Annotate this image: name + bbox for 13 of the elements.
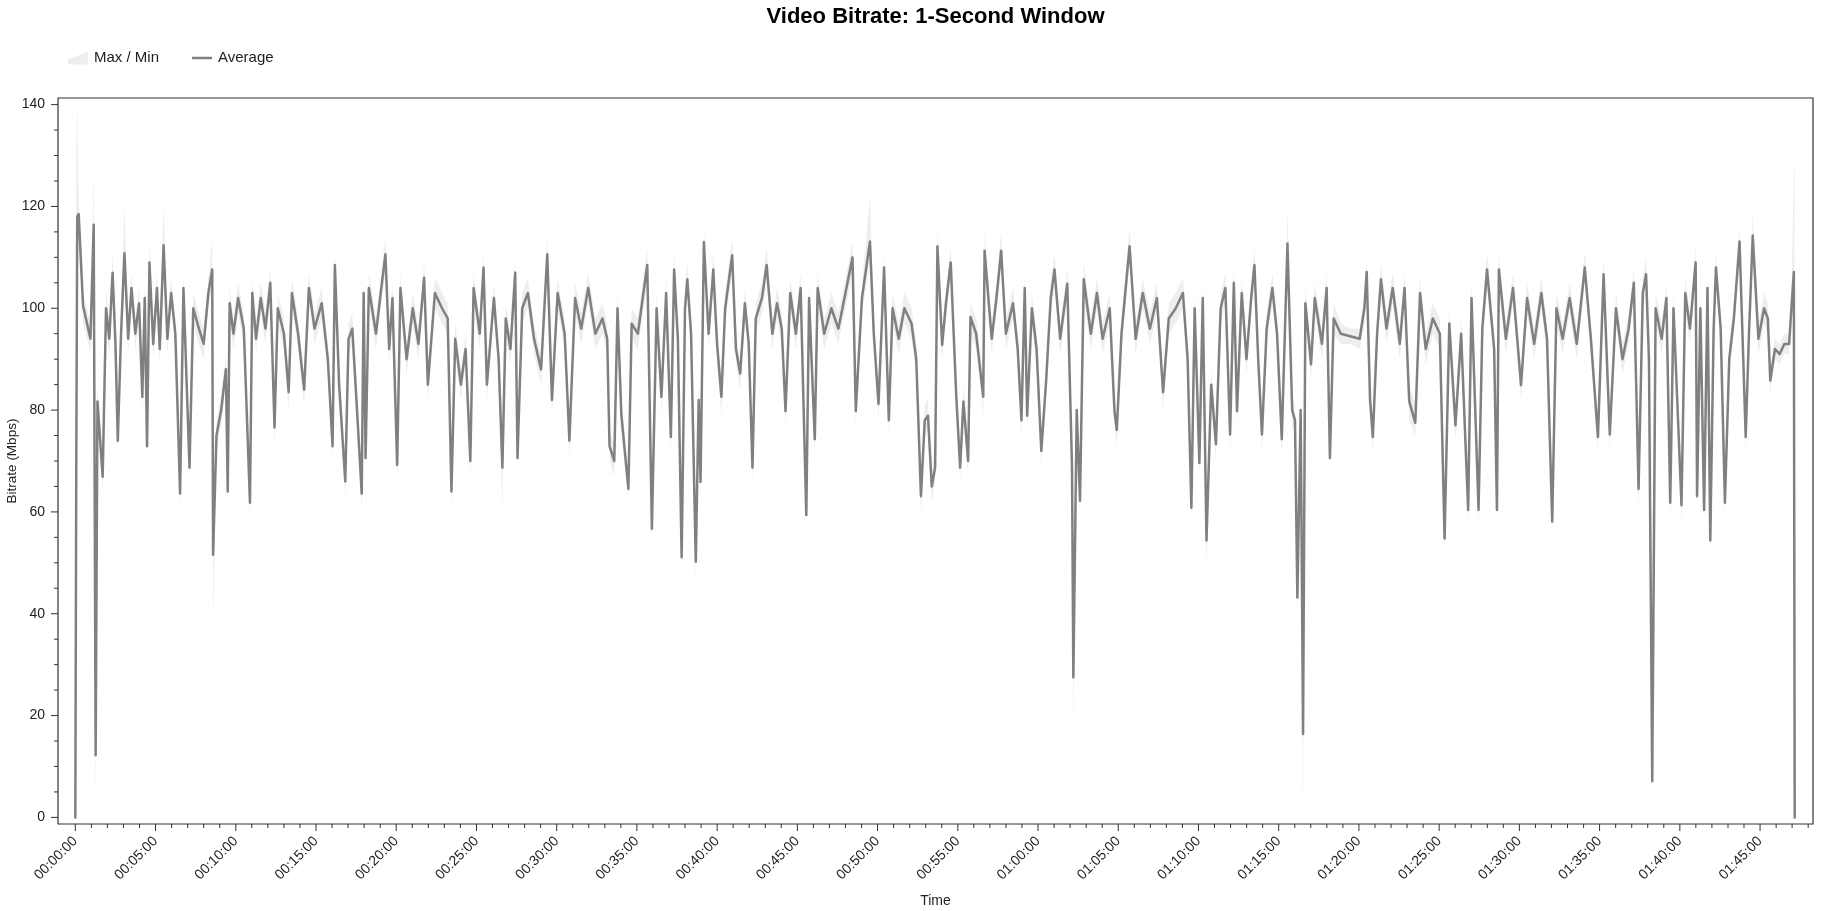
y-tick-label: 80 (29, 400, 46, 417)
y-tick-label: 120 (21, 197, 46, 214)
y-tick-label: 0 (37, 808, 46, 825)
y-tick-label: 20 (29, 706, 46, 723)
y-tick-label: 140 (21, 95, 46, 112)
chart-title: Video Bitrate: 1-Second Window (766, 3, 1106, 29)
y-tick-label: 100 (21, 299, 46, 316)
legend-label: Average (218, 48, 274, 66)
y-tick-label: 60 (29, 502, 46, 519)
y-tick-label: 40 (29, 604, 46, 621)
x-axis-title: Time (920, 892, 952, 909)
y-axis-title: Bitrate (Mbps) (3, 418, 19, 504)
legend-label: Max / Min (94, 48, 160, 66)
